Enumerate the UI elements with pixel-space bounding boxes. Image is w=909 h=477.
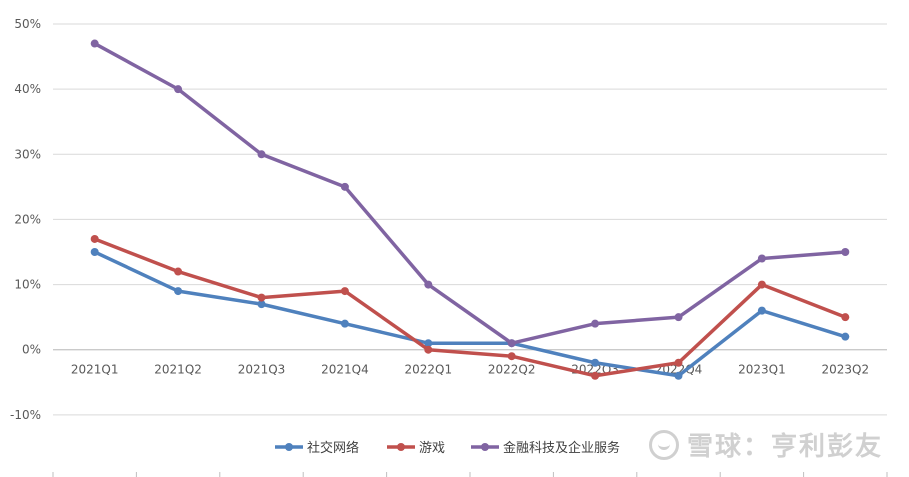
data-point [757, 254, 766, 263]
data-point [674, 313, 683, 322]
series-line [92, 237, 848, 378]
data-point [507, 352, 516, 361]
x-tick-label: 2022Q2 [488, 363, 536, 377]
data-point [174, 287, 183, 296]
data-point [90, 248, 99, 256]
series-line [92, 41, 848, 345]
data-point [591, 358, 600, 367]
legend-entry: 社交网络 [275, 440, 359, 456]
data-point [174, 267, 183, 276]
series-0 [90, 248, 850, 380]
legend-entry: 游戏 [387, 441, 445, 456]
y-axis: -10% 0% 10% 20% 30% 40% 50% [10, 17, 41, 422]
series-2 [90, 39, 850, 348]
y-tick-label: -10% [10, 408, 41, 422]
legend-entry: 金融科技及企业服务 [471, 440, 620, 456]
x-tick-label: 2023Q1 [738, 363, 786, 377]
y-tick-label: 40% [14, 82, 41, 96]
legend-marker [397, 443, 405, 451]
watermark: 雪球：亨利彭友 [648, 426, 883, 463]
data-point [340, 182, 349, 191]
y-tick-label: 30% [14, 147, 41, 161]
data-point [841, 313, 850, 322]
x-tick-label: 2021Q4 [321, 363, 369, 377]
data-point [90, 39, 99, 48]
x-tick-label: 2022Q1 [404, 363, 452, 377]
x-tick-label: 2023Q2 [821, 363, 869, 377]
data-point [340, 319, 349, 328]
legend-marker [285, 443, 293, 451]
legend-label: 金融科技及企业服务 [503, 440, 620, 456]
data-point [424, 280, 433, 289]
data-point [424, 345, 433, 354]
data-point [257, 293, 266, 302]
data-point [674, 358, 683, 367]
data-point [841, 332, 850, 341]
y-tick-label: 50% [14, 17, 41, 31]
y-tick-label: 0% [22, 343, 41, 357]
data-point [591, 319, 600, 328]
x-tick-label: 2021Q1 [71, 363, 119, 377]
x-tick-label: 2021Q3 [238, 363, 286, 377]
legend-marker [481, 443, 489, 451]
legend: 社交网络 游戏 金融科技及企业服务 [275, 440, 620, 456]
y-tick-label: 20% [14, 212, 41, 226]
data-point [674, 371, 683, 380]
gridlines [53, 23, 887, 416]
watermark-text: 雪球：亨利彭友 [686, 432, 883, 462]
snowball-logo-icon [648, 429, 679, 460]
data-point [90, 234, 99, 243]
series-line [92, 250, 848, 378]
data-point [257, 300, 266, 309]
legend-label: 社交网络 [307, 440, 359, 456]
data-point [507, 339, 516, 348]
series-1 [90, 234, 850, 380]
data-point [591, 371, 600, 380]
data-point [257, 150, 266, 159]
series-lines [90, 39, 850, 380]
data-point [841, 248, 850, 256]
data-point [340, 287, 349, 296]
data-point [757, 306, 766, 315]
data-point [174, 85, 183, 94]
data-point [424, 339, 433, 348]
legend-label: 游戏 [419, 441, 445, 456]
y-tick-label: 10% [14, 278, 41, 292]
x-tick-label: 2021Q2 [154, 363, 202, 377]
data-point [757, 280, 766, 289]
